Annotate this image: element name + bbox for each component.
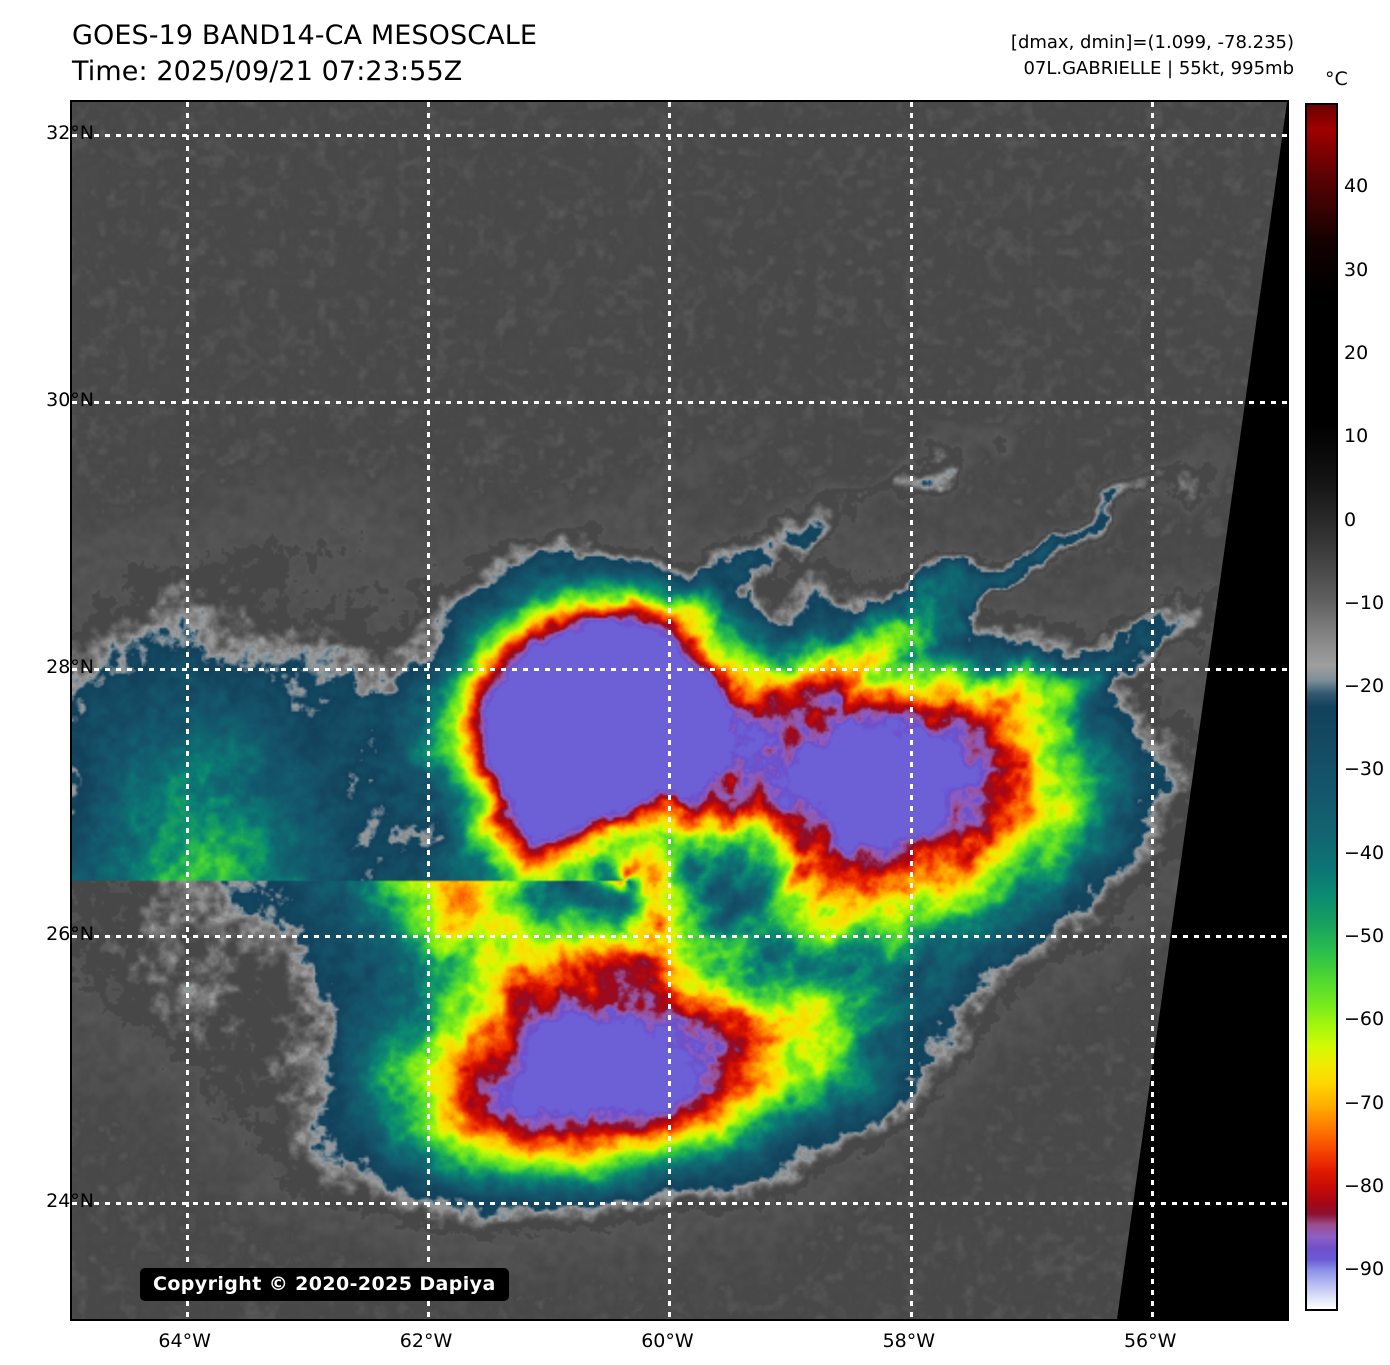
colorbar-unit-label: °C	[1325, 68, 1348, 90]
colorbar-tick-10: −60	[1344, 1008, 1385, 1031]
colorbar-tick-11: −70	[1344, 1091, 1385, 1114]
colorbar-tick-4: 0	[1344, 508, 1357, 531]
lon-tick-1: 62°W	[399, 1330, 453, 1352]
infrared-satellite-raster	[72, 102, 1287, 1319]
colorbar-tick-8: −40	[1344, 841, 1385, 864]
colorbar-tick-2: 20	[1344, 341, 1369, 364]
colorbar-tick-12: −80	[1344, 1175, 1385, 1198]
lat-tick-0: 32°N	[46, 122, 94, 145]
lon-tick-2: 60°W	[641, 1330, 694, 1352]
colorbar-tick-5: −10	[1344, 591, 1385, 614]
storm-info: 07L.GABRIELLE | 55kt, 995mb	[1023, 57, 1294, 79]
page-title: GOES-19 BAND14-CA MESOSCALE Time: 2025/0…	[72, 18, 537, 89]
lon-tick-3: 58°W	[882, 1330, 936, 1352]
lon-tick-4: 56°W	[1123, 1330, 1177, 1352]
data-minmax: [dmax, dmin]=(1.099, -78.235)	[1010, 32, 1294, 53]
colorbar-tick-1: 30	[1344, 258, 1369, 281]
observation-time: Time: 2025/09/21 07:23:55Z	[72, 55, 463, 87]
colorbar-tick-13: −90	[1344, 1258, 1385, 1281]
satellite-image-plot[interactable]: Copyright © 2020-2025 Dapiya	[70, 100, 1289, 1321]
copyright-notice: Copyright © 2020-2025 Dapiya	[140, 1268, 509, 1301]
product-title: GOES-19 BAND14-CA MESOSCALE	[72, 20, 538, 51]
colorbar-tick-7: −30	[1344, 758, 1385, 781]
colorbar-tick-9: −50	[1344, 925, 1385, 948]
lat-tick-2: 28°N	[46, 656, 94, 679]
colorbar-tick-3: 10	[1344, 425, 1369, 448]
colorbar-tick-0: 40	[1344, 175, 1369, 198]
metadata-block: [dmax, dmin]=(1.099, -78.235) 07L.GABRIE…	[1011, 30, 1294, 81]
lat-tick-1: 30°N	[46, 389, 94, 412]
temperature-colorbar[interactable]	[1305, 103, 1338, 1311]
lat-tick-3: 26°N	[46, 923, 94, 946]
colorbar-tick-6: −20	[1344, 675, 1385, 698]
lat-tick-4: 24°N	[46, 1189, 94, 1212]
lon-tick-0: 64°W	[158, 1330, 211, 1352]
